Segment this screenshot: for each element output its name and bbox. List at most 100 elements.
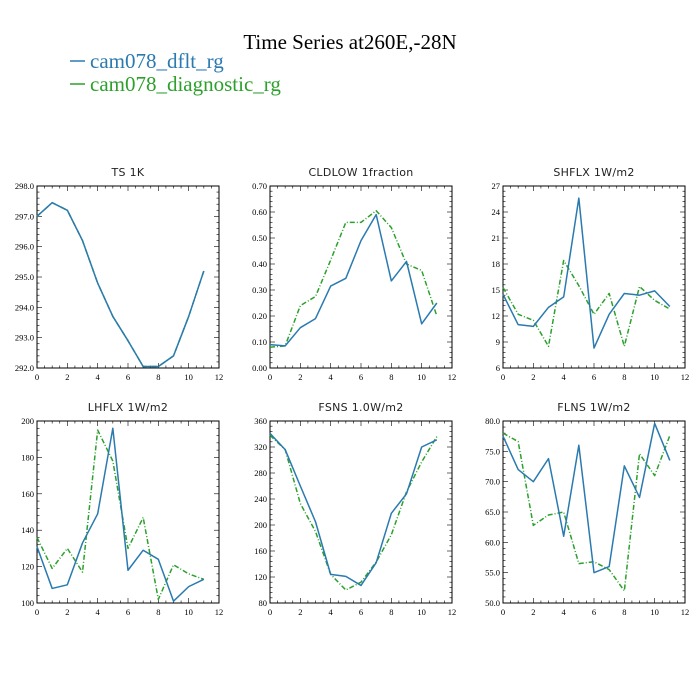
y-tick-label: 60.0 bbox=[485, 537, 500, 547]
series-line-dflt bbox=[269, 432, 438, 587]
x-tick-label: 0 bbox=[35, 372, 39, 382]
panels: TS 1K0 2 4 6 8 10 12292.0293.0294.0295.0296.02… bbox=[15, 166, 689, 617]
y-tick-label: 200 bbox=[21, 416, 34, 426]
y-tick-label: 160 bbox=[254, 546, 267, 556]
y-tick-label: 6 bbox=[496, 363, 500, 373]
x-tick-label: 4 bbox=[562, 607, 567, 617]
y-tick-label: 0.60 bbox=[252, 207, 267, 217]
y-tick-label: 65.0 bbox=[485, 507, 500, 517]
y-tick-label: 0.10 bbox=[252, 337, 267, 347]
x-tick-label: 8 bbox=[389, 372, 393, 382]
x-tick-label: 6 bbox=[359, 372, 363, 382]
x-tick-label: 12 bbox=[448, 372, 457, 382]
y-tick-label: 293.0 bbox=[15, 333, 34, 343]
y-tick-label: 0.40 bbox=[252, 259, 267, 269]
series-line-diagnostic bbox=[36, 429, 205, 601]
y-tick-label: 55.0 bbox=[485, 568, 500, 578]
panel-title: SHFLX 1W/m2 bbox=[553, 166, 634, 179]
y-tick-label: 298.0 bbox=[15, 181, 34, 191]
panel-title: FSNS 1.0W/m2 bbox=[318, 401, 403, 414]
y-tick-label: 292.0 bbox=[15, 363, 34, 373]
x-tick-label: 2 bbox=[65, 607, 69, 617]
x-tick-label: 6 bbox=[592, 607, 596, 617]
x-tick-label: 10 bbox=[650, 607, 659, 617]
x-tick-label: 12 bbox=[681, 372, 690, 382]
x-tick-label: 10 bbox=[650, 372, 659, 382]
y-tick-label: 0.70 bbox=[252, 181, 267, 191]
x-tick-label: 12 bbox=[215, 372, 224, 382]
y-tick-label: 24 bbox=[492, 207, 501, 217]
y-tick-label: 0.30 bbox=[252, 285, 267, 295]
x-tick-label: 4 bbox=[96, 607, 101, 617]
y-tick-label: 160 bbox=[21, 489, 34, 499]
panel-5: FLNS 1W/m2 0 2 4 6 8 10 12 50.0 55.0 60.0 65.0 70.0 7… bbox=[485, 401, 689, 617]
y-tick-label: 18 bbox=[492, 259, 501, 269]
x-tick-label: 8 bbox=[156, 372, 160, 382]
series-line-dflt bbox=[36, 427, 205, 602]
y-tick-label: 294.0 bbox=[15, 302, 34, 312]
legend-label-diagnostic: cam078_diagnostic_rg bbox=[90, 72, 281, 96]
y-tick-label: 200 bbox=[254, 520, 267, 530]
x-tick-label: 8 bbox=[156, 607, 160, 617]
y-tick-label: 296.0 bbox=[15, 242, 34, 252]
y-tick-label: 80.0 bbox=[485, 416, 500, 426]
y-tick-label: 12 bbox=[492, 311, 501, 321]
series-line-dflt bbox=[502, 197, 671, 349]
x-tick-label: 2 bbox=[298, 607, 302, 617]
panel-0: TS 1K 0 2 4 6 8 10 12 292.0 293.0 294.0 295.0 296.0 2… bbox=[15, 166, 223, 382]
y-tick-label: 80 bbox=[259, 598, 268, 608]
legend: cam078_dflt_rg cam078_diagnostic_rg bbox=[70, 49, 281, 96]
x-tick-label: 10 bbox=[417, 607, 426, 617]
x-tick-label: 4 bbox=[96, 372, 101, 382]
x-tick-label: 6 bbox=[592, 372, 596, 382]
x-tick-label: 10 bbox=[184, 607, 193, 617]
x-tick-label: 12 bbox=[448, 607, 457, 617]
y-tick-label: 0.20 bbox=[252, 311, 267, 321]
panel-title: FLNS 1W/m2 bbox=[557, 401, 630, 414]
x-tick-label: 4 bbox=[329, 607, 334, 617]
y-tick-label: 140 bbox=[21, 525, 34, 535]
series-line-dflt bbox=[269, 213, 438, 347]
y-tick-label: 280 bbox=[254, 468, 267, 478]
x-tick-label: 6 bbox=[126, 607, 130, 617]
y-tick-label: 75.0 bbox=[485, 446, 500, 456]
y-tick-label: 180 bbox=[21, 452, 34, 462]
y-tick-label: 120 bbox=[254, 572, 267, 582]
x-tick-label: 6 bbox=[126, 372, 130, 382]
x-tick-label: 2 bbox=[531, 607, 535, 617]
y-tick-label: 297.0 bbox=[15, 211, 34, 221]
x-tick-label: 0 bbox=[501, 372, 505, 382]
panel-title: TS 1K bbox=[111, 166, 145, 179]
x-tick-label: 8 bbox=[389, 607, 393, 617]
panel-4: FSNS 1.0W/m2 0 2 4 6 8 10 12 80 120 160 200 240 280 32… bbox=[254, 401, 456, 617]
x-tick-label: 10 bbox=[417, 372, 426, 382]
y-tick-label: 15 bbox=[492, 285, 501, 295]
legend-label-dflt: cam078_dflt_rg bbox=[90, 49, 224, 73]
x-tick-label: 12 bbox=[681, 607, 690, 617]
x-tick-label: 0 bbox=[501, 607, 505, 617]
x-tick-label: 0 bbox=[35, 607, 39, 617]
series-line-diagnostic bbox=[269, 209, 438, 348]
x-tick-label: 4 bbox=[329, 372, 334, 382]
x-tick-label: 6 bbox=[359, 607, 363, 617]
y-tick-label: 295.0 bbox=[15, 272, 34, 282]
y-tick-label: 0.50 bbox=[252, 233, 267, 243]
y-tick-label: 9 bbox=[496, 337, 500, 347]
x-tick-label: 2 bbox=[298, 372, 302, 382]
x-tick-label: 8 bbox=[622, 372, 626, 382]
x-tick-label: 8 bbox=[622, 607, 626, 617]
x-tick-label: 12 bbox=[215, 607, 224, 617]
y-tick-label: 0.00 bbox=[252, 363, 267, 373]
panel-3: LHFLX 1W/m2 0 2 4 6 8 10 12 100 120 140 160 180 200 bbox=[21, 401, 223, 617]
y-tick-label: 320 bbox=[254, 442, 267, 452]
x-tick-label: 0 bbox=[268, 607, 272, 617]
x-tick-label: 2 bbox=[531, 372, 535, 382]
y-tick-label: 50.0 bbox=[485, 598, 500, 608]
x-tick-label: 0 bbox=[268, 372, 272, 382]
series-line-dflt bbox=[36, 201, 205, 368]
y-tick-label: 360 bbox=[254, 416, 267, 426]
x-tick-label: 10 bbox=[184, 372, 193, 382]
y-tick-label: 70.0 bbox=[485, 477, 500, 487]
x-tick-label: 4 bbox=[562, 372, 567, 382]
